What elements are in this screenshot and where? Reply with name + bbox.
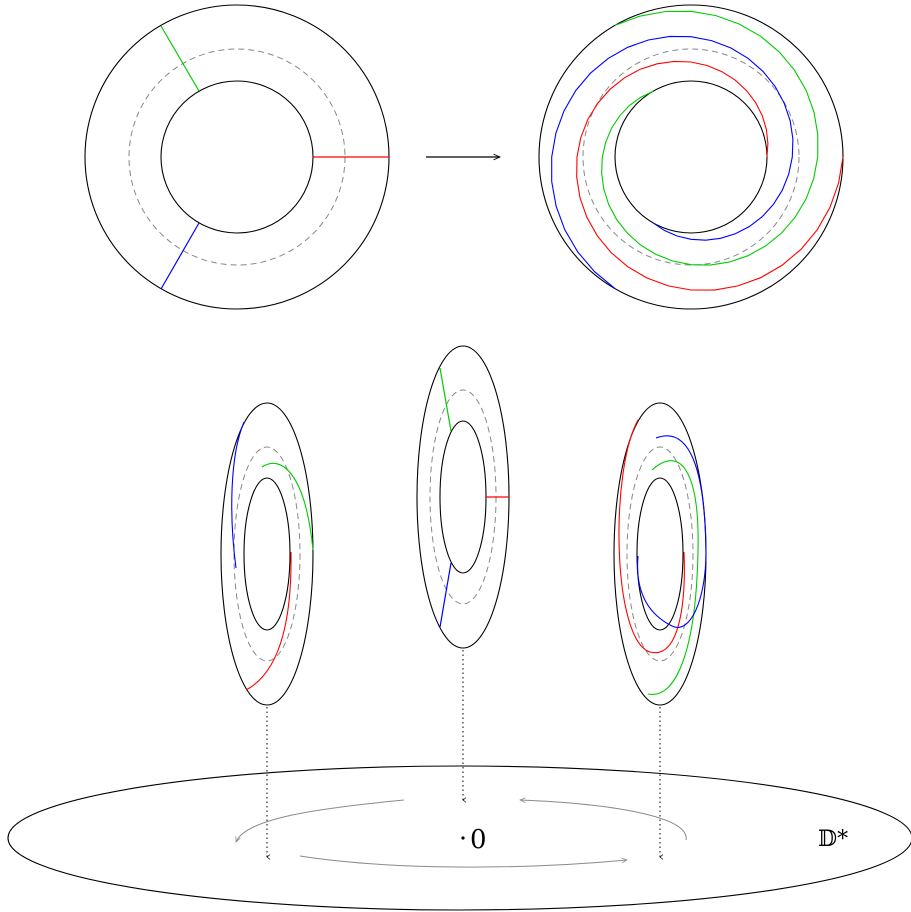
- inner-boundary: [637, 478, 683, 630]
- green-curve: [648, 461, 698, 695]
- blue-curve: [232, 422, 244, 568]
- green-twisted-curve: [602, 11, 818, 265]
- inner-boundary: [161, 81, 313, 233]
- loop-arrow-bottom: [300, 856, 627, 867]
- red-twisted-curve: [577, 61, 843, 290]
- outer-boundary: [539, 5, 843, 309]
- red-curve: [246, 552, 291, 690]
- punctured-disk: [8, 766, 911, 910]
- origin-label: 0: [470, 825, 487, 855]
- space-label: 𝔻*: [818, 827, 848, 852]
- red-curve: [619, 420, 684, 653]
- loop-arrow-left: [236, 800, 404, 842]
- fiber-middle: [417, 346, 509, 648]
- green-curve: [262, 463, 313, 550]
- fiber-right: [614, 403, 706, 705]
- fiber-left: [221, 403, 313, 705]
- annulus-before: [85, 5, 389, 309]
- origin-point: [461, 836, 464, 839]
- inner-boundary: [440, 421, 486, 573]
- annulus-after: [539, 5, 843, 309]
- inner-boundary: [244, 478, 290, 630]
- inner-boundary: [615, 81, 767, 233]
- loop-arrow-right: [520, 800, 686, 840]
